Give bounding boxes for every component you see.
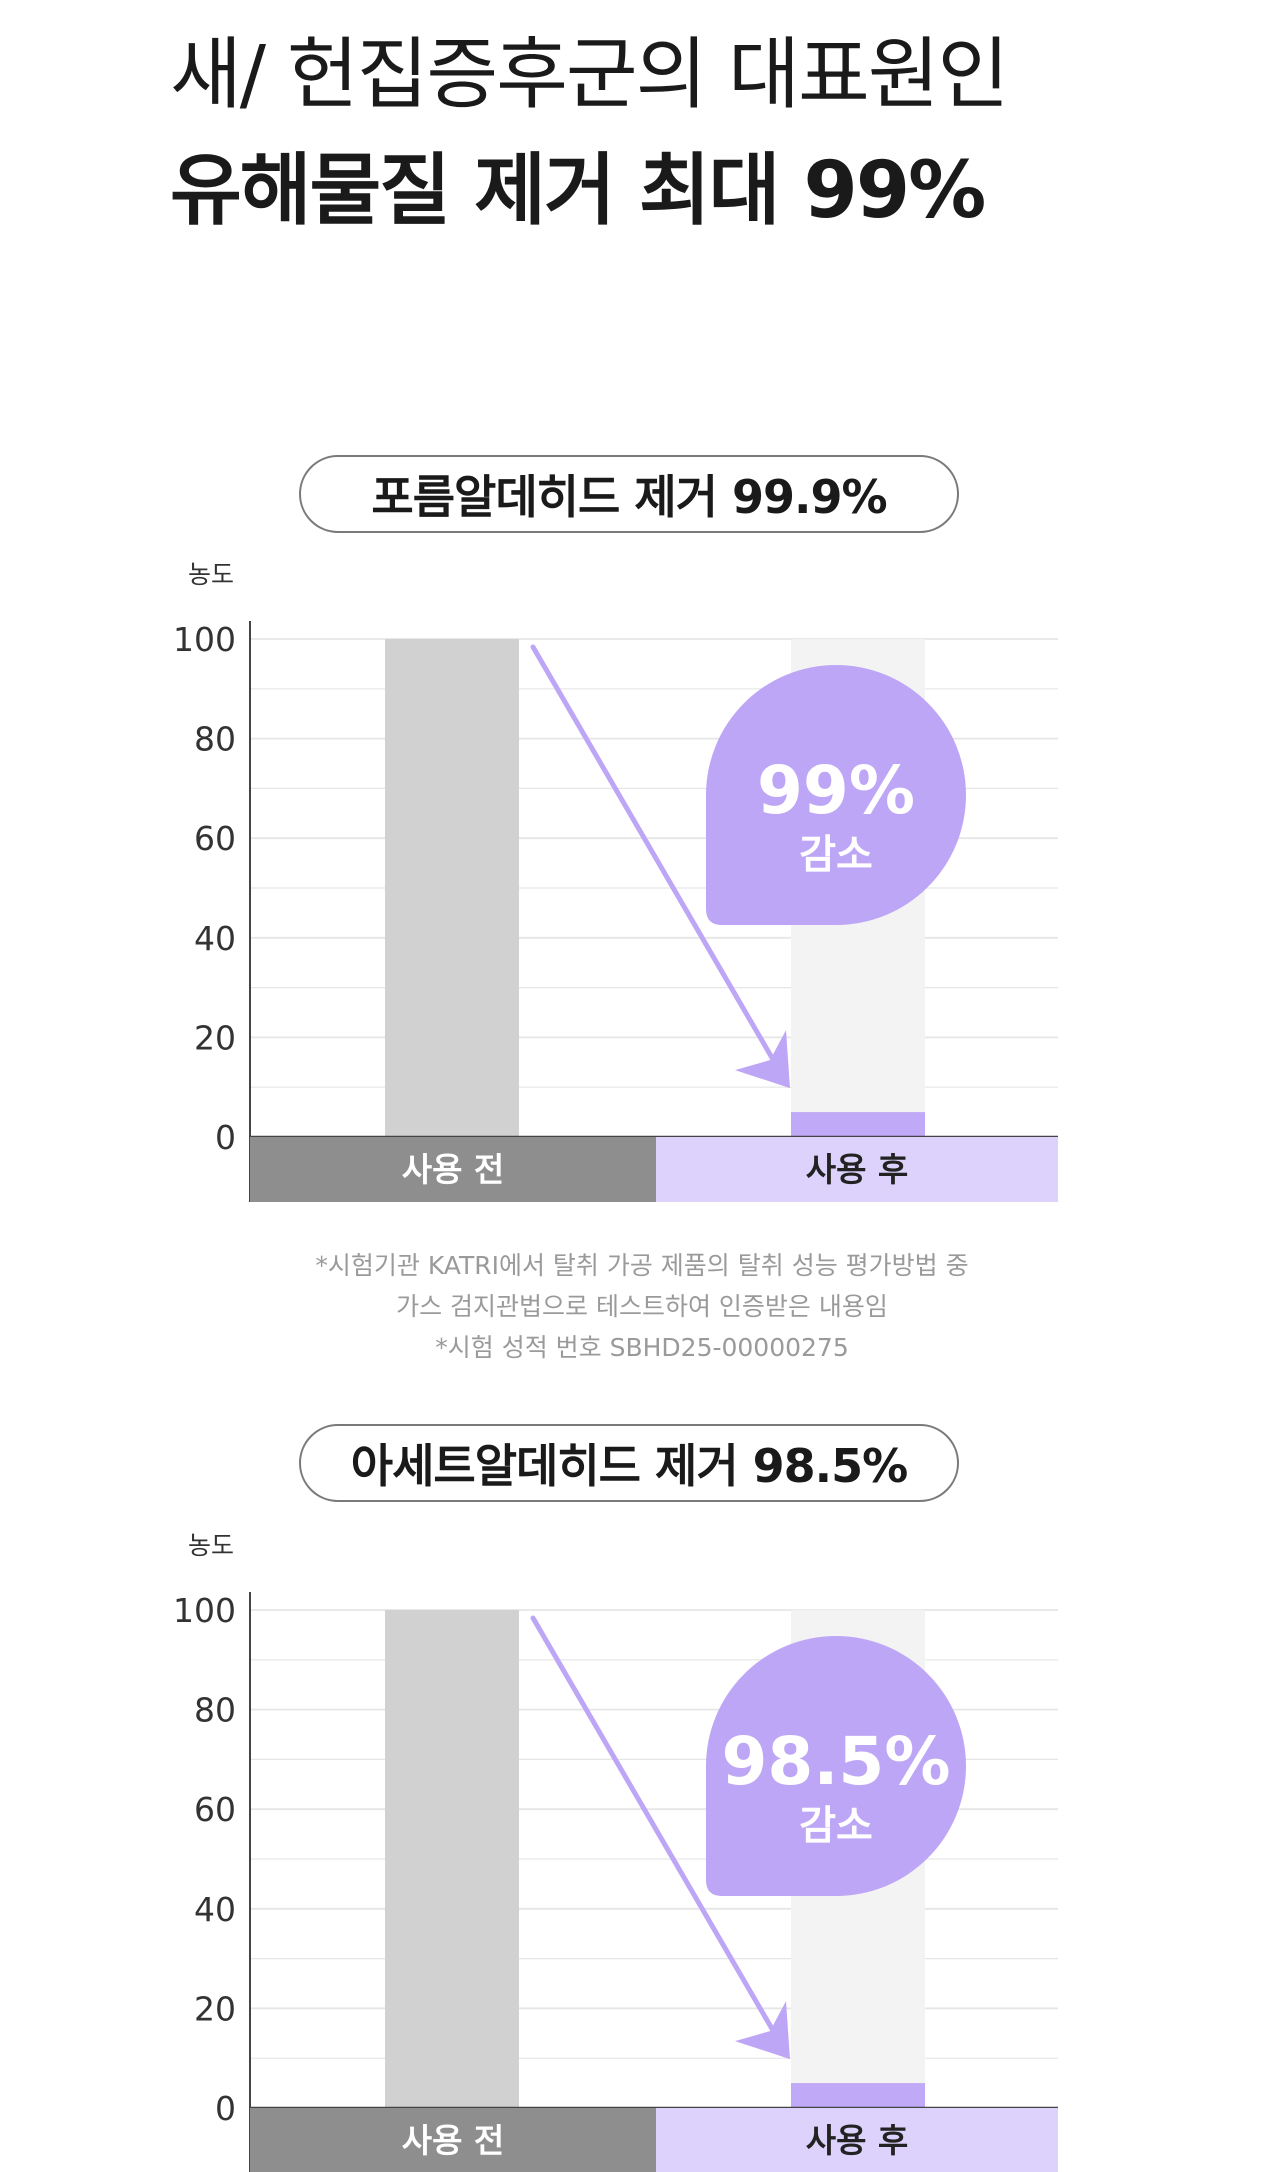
decrease-arrow-head bbox=[735, 2001, 790, 2060]
reduction-text: 감소 bbox=[799, 832, 873, 878]
reduction-bubble bbox=[706, 1636, 966, 1896]
decrease-arrow bbox=[530, 644, 781, 1071]
bar-after bbox=[791, 2083, 925, 2108]
y-tick-label: 80 bbox=[194, 1691, 236, 1730]
chart-title-pill: 아세트알데히드 제거 98.5% bbox=[299, 1424, 959, 1502]
bar-before bbox=[385, 1610, 519, 2108]
y-tick-label: 100 bbox=[173, 620, 236, 659]
y-tick-label: 20 bbox=[194, 1018, 236, 1057]
reduction-text: 감소 bbox=[799, 1803, 873, 1849]
chart-title-pill: 포름알데히드 제거 99.9% bbox=[299, 455, 959, 533]
test-footnote: *시험기관 KATRI에서 탈취 가공 제품의 탈취 성능 평가방법 중 가스 … bbox=[0, 1245, 1284, 1368]
category-band-after bbox=[656, 1137, 1058, 1202]
y-axis-label: 농도 bbox=[188, 560, 234, 589]
category-band-before bbox=[250, 2108, 656, 2172]
category-band-before bbox=[250, 1137, 656, 1202]
y-tick-label: 80 bbox=[194, 720, 236, 759]
category-label-before: 사용 전 bbox=[402, 1150, 505, 1189]
bar-before bbox=[385, 639, 519, 1137]
category-label-after: 사용 후 bbox=[806, 1150, 909, 1189]
y-tick-label: 20 bbox=[194, 1989, 236, 2028]
y-tick-label: 0 bbox=[215, 2089, 236, 2128]
y-tick-label: 60 bbox=[194, 819, 236, 858]
y-tick-label: 40 bbox=[194, 919, 236, 958]
headline-line-1: 새/ 헌집증후군의 대표원인 bbox=[170, 30, 1009, 120]
y-axis-label: 농도 bbox=[188, 1531, 234, 1560]
decrease-arrow-head bbox=[735, 1030, 790, 1089]
footnote-line-1: *시험기관 KATRI에서 탈취 가공 제품의 탈취 성능 평가방법 중 bbox=[315, 1251, 969, 1280]
category-label-before: 사용 전 bbox=[402, 2121, 505, 2160]
y-tick-label: 40 bbox=[194, 1890, 236, 1929]
reduction-value: 99% bbox=[757, 752, 915, 829]
footnote-line-2: 가스 검지관법으로 테스트하여 인증받은 내용임 bbox=[396, 1292, 888, 1321]
y-tick-label: 60 bbox=[194, 1790, 236, 1829]
y-tick-label: 100 bbox=[173, 1591, 236, 1630]
reduction-bubble bbox=[706, 665, 966, 925]
category-band-after bbox=[656, 2108, 1058, 2172]
headline-line-2: 유해물질 제거 최대 99% bbox=[170, 146, 986, 236]
reduction-value: 98.5% bbox=[722, 1723, 951, 1800]
decrease-arrow bbox=[530, 1615, 781, 2042]
category-label-after: 사용 후 bbox=[806, 2121, 909, 2160]
bar-after bbox=[791, 1112, 925, 1137]
footnote-line-3: *시험 성적 번호 SBHD25-00000275 bbox=[435, 1333, 849, 1362]
y-tick-label: 0 bbox=[215, 1118, 236, 1157]
